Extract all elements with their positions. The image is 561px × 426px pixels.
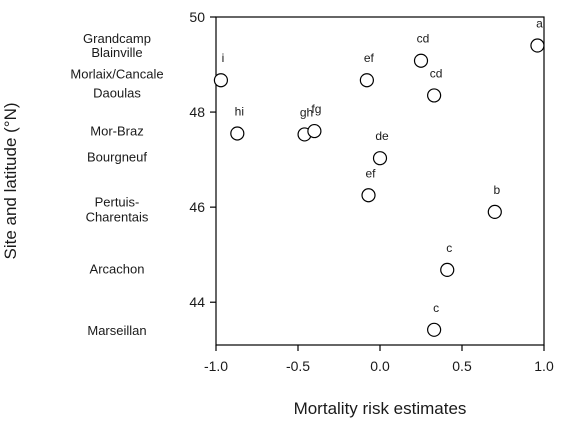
group-letter: hi (235, 104, 244, 118)
x-tick-label: -0.5 (286, 358, 310, 374)
data-point (427, 88, 442, 103)
data-point (487, 204, 502, 219)
x-tick-label: -1.0 (204, 358, 228, 374)
group-letter: fg (311, 102, 321, 116)
data-point (230, 126, 245, 141)
y-tick-label: 50 (189, 9, 205, 25)
site-label: Morlaix/Cancale (70, 67, 163, 82)
data-point (530, 38, 545, 53)
group-letter: a (536, 17, 543, 31)
data-point (213, 73, 229, 88)
group-letter: gh (300, 105, 313, 119)
x-axis-title: Mortality risk estimates (294, 399, 467, 418)
y-tick-label: 48 (189, 104, 205, 120)
site-label: Pertuis- (95, 195, 140, 210)
plot-frame (215, 16, 545, 346)
group-letter: cd (430, 66, 443, 80)
group-letter: c (433, 301, 439, 315)
site-label: Mor-Braz (90, 124, 143, 139)
group-letter: c (446, 241, 452, 255)
data-point (427, 322, 442, 337)
x-axis: -1.0 -0.5 0.0 0.5 1.0 (204, 345, 554, 374)
site-label: Marseillan (87, 323, 146, 338)
data-point (372, 151, 388, 166)
data-point (359, 73, 374, 88)
x-tick-label: 0.5 (452, 358, 472, 374)
site-label: Daoulas (93, 86, 141, 101)
group-letter: ef (366, 166, 377, 180)
group-letter: de (375, 129, 389, 143)
y-tick-label: 44 (189, 294, 205, 310)
group-letter: ef (364, 51, 375, 65)
site-label: Blainville (91, 45, 142, 60)
y-axis-title: Site and latitude (°N) (1, 102, 20, 259)
site-label: Charentais (86, 210, 149, 225)
x-tick-label: 0.0 (370, 358, 390, 374)
y-axis: 44 46 48 50 (189, 9, 216, 310)
data-point (413, 53, 429, 68)
site-label: Arcachon (90, 261, 145, 276)
data-point (440, 262, 455, 277)
site-label: Bourgneuf (87, 150, 147, 165)
y-tick-label: 46 (189, 199, 205, 215)
group-letter: i (222, 51, 225, 65)
data-point (307, 123, 322, 139)
data-point (361, 188, 376, 203)
group-letter: cd (417, 32, 430, 46)
x-tick-label: 1.0 (534, 358, 554, 374)
site-label: Grandcamp (83, 31, 151, 46)
group-letter: b (493, 183, 500, 197)
